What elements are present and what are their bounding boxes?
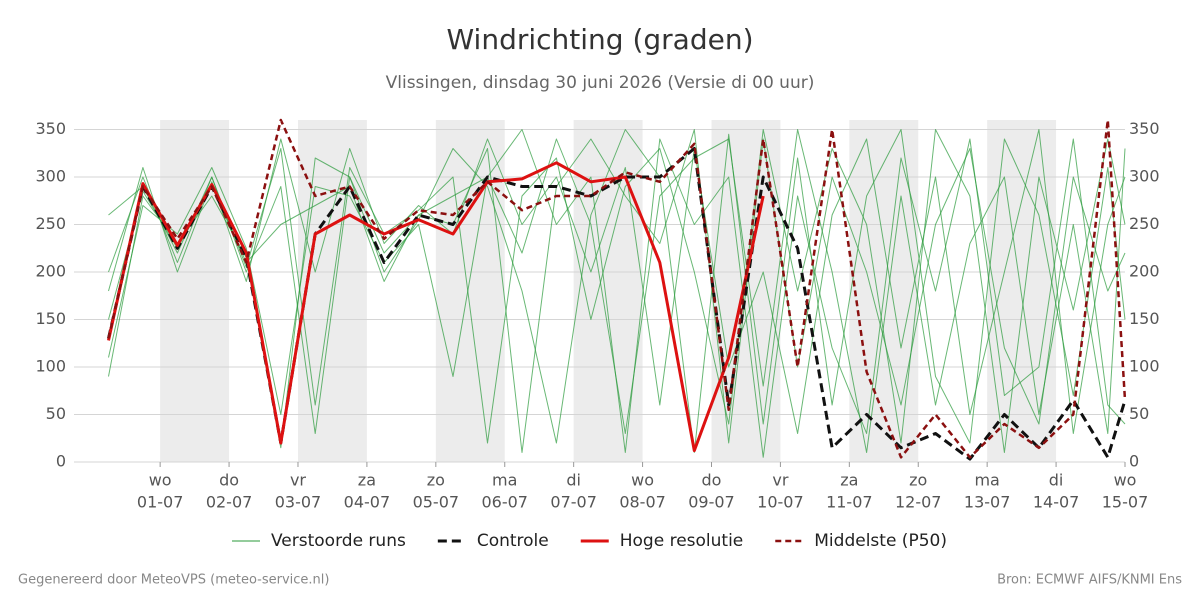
x-tick-day: vr — [290, 471, 306, 490]
legend-label: Hoge resolutie — [620, 531, 744, 551]
ensemble-line — [108, 129, 1126, 453]
day-shade — [987, 120, 1057, 462]
legend: Verstoorde runs Controle Hoge resolutie Mid… — [232, 531, 947, 551]
x-tick-label: 13-07 — [964, 493, 1011, 512]
legend-label: Verstoorde runs — [271, 531, 406, 551]
ensemble-line — [108, 129, 1126, 458]
x-tick-day: wo — [631, 471, 654, 490]
y-tick-label: 50 — [46, 404, 66, 423]
x-tick-label: 05-07 — [413, 493, 460, 512]
footer-right: Bron: ECMWF AIFS/KNMI Ens — [997, 573, 1182, 588]
x-tick-label: 03-07 — [275, 493, 322, 512]
y2-tick-label: 150 — [1129, 309, 1160, 328]
x-tick-label: 09-07 — [688, 493, 735, 512]
y2-tick-label: 0 — [1129, 452, 1139, 471]
x-tick-label: 15-07 — [1102, 493, 1149, 512]
x-tick-day: za — [840, 471, 858, 490]
y2-tick-label: 250 — [1129, 214, 1160, 233]
day-shade — [849, 120, 919, 462]
y-tick-label: 0 — [56, 452, 66, 471]
chart-subtitle: Vlissingen, dinsdag 30 juni 2026 (Versie… — [386, 73, 815, 93]
day-shade — [160, 120, 230, 462]
x-tick-day: do — [219, 471, 239, 490]
footer-left: Gegenereerd door MeteoVPS (meteo-service… — [18, 573, 329, 588]
ensemble-line — [108, 129, 1126, 453]
y2-tick-label: 350 — [1129, 119, 1160, 138]
y2-tick-label: 200 — [1129, 262, 1160, 281]
legend-label: Middelste (P50) — [814, 531, 947, 551]
x-tick-label: 02-07 — [206, 493, 253, 512]
x-tick-label: 14-07 — [1033, 493, 1080, 512]
day-shade — [297, 120, 367, 462]
x-tick-label: 07-07 — [550, 493, 597, 512]
x-tick-day: ma — [974, 471, 999, 490]
x-tick-day: za — [358, 471, 376, 490]
chart-title: Windrichting (graden) — [446, 23, 753, 56]
x-tick-day: di — [1049, 471, 1064, 490]
legend-label: Controle — [477, 531, 549, 551]
x-tick-day: ma — [492, 471, 517, 490]
x-tick-label: 12-07 — [895, 493, 942, 512]
x-tick-day: vr — [772, 471, 788, 490]
x-tick-day: do — [702, 471, 722, 490]
y-tick-label: 250 — [35, 214, 66, 233]
x-tick-day: zo — [909, 471, 927, 490]
x-tick-label: 04-07 — [344, 493, 391, 512]
ensemble-line — [108, 129, 1126, 453]
x-tick-label: 06-07 — [481, 493, 528, 512]
x-tick-label: 01-07 — [137, 493, 184, 512]
y-tick-label: 350 — [35, 119, 66, 138]
x-tick-label: 11-07 — [826, 493, 873, 512]
y-tick-label: 100 — [35, 357, 66, 376]
series-line — [107, 118, 1127, 459]
x-tick-day: wo — [149, 471, 172, 490]
x-tick-day: wo — [1114, 471, 1137, 490]
y2-tick-label: 300 — [1129, 167, 1160, 186]
day-shade — [435, 120, 505, 462]
ensemble-line — [108, 129, 1126, 453]
ensemble-line — [108, 129, 1126, 434]
x-tick-day: zo — [427, 471, 445, 490]
y2-tick-label: 100 — [1129, 357, 1160, 376]
series-line — [107, 161, 765, 453]
x-tick-label: 08-07 — [619, 493, 666, 512]
y2-tick-label: 50 — [1129, 404, 1149, 423]
x-tick-label: 10-07 — [757, 493, 804, 512]
x-tick-day: di — [566, 471, 581, 490]
y-tick-label: 300 — [35, 167, 66, 186]
y-tick-label: 200 — [35, 262, 66, 281]
y-tick-label: 150 — [35, 309, 66, 328]
